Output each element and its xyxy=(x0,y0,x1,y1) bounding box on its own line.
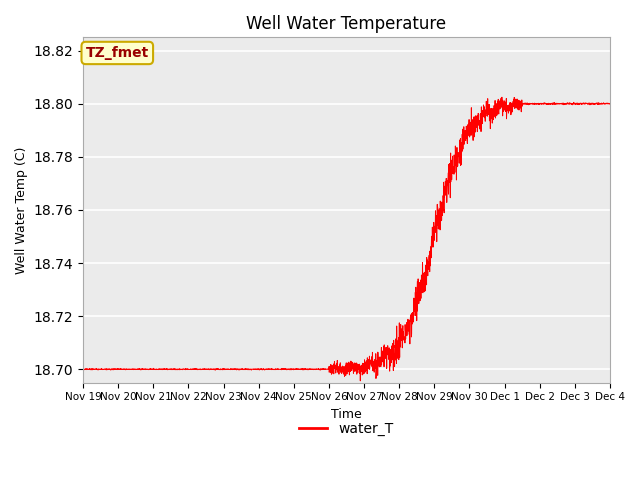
Line: water_T: water_T xyxy=(83,97,610,381)
water_T xyxy=(140,366,147,372)
X-axis label: Time: Time xyxy=(331,408,362,421)
water_T xyxy=(596,101,604,107)
water_T xyxy=(606,101,614,107)
water_T xyxy=(304,367,312,372)
water_T xyxy=(498,95,506,100)
water_T xyxy=(171,366,179,372)
water_T xyxy=(281,366,289,372)
water_T xyxy=(540,101,547,107)
Text: TZ_fmet: TZ_fmet xyxy=(86,46,149,60)
water_T xyxy=(356,378,364,384)
Legend: water_T: water_T xyxy=(294,416,399,441)
Y-axis label: Well Water Temp (C): Well Water Temp (C) xyxy=(15,146,28,274)
water_T xyxy=(79,367,87,372)
Title: Well Water Temperature: Well Water Temperature xyxy=(246,15,447,33)
